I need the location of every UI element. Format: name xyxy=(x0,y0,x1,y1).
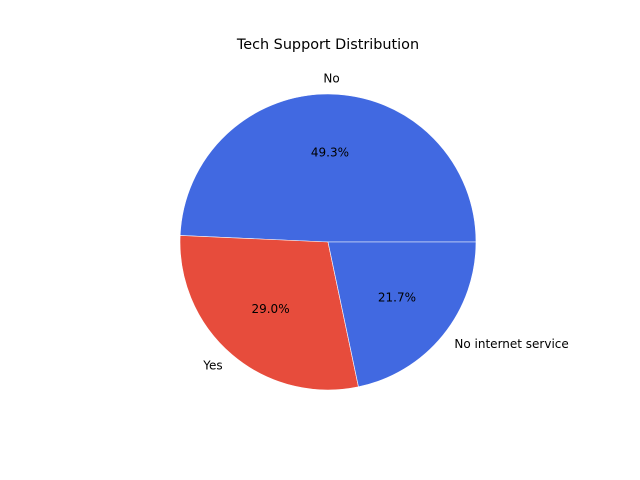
pie-slices xyxy=(179,93,477,391)
pie-slice-no-internet-service xyxy=(327,241,477,388)
pie-slice-no xyxy=(179,93,477,243)
slice-percent-no: 49.3% xyxy=(311,146,349,160)
slice-percent-no-internet-service: 21.7% xyxy=(378,290,416,304)
slice-label-yes: Yes xyxy=(202,359,222,373)
slice-label-no: No xyxy=(323,72,339,86)
chart-title: Tech Support Distribution xyxy=(236,37,419,53)
pie-labels: No 49.3% Yes 29.0% No internet service 21.7% xyxy=(202,72,569,373)
slice-percent-yes: 29.0% xyxy=(251,302,289,316)
slice-label-no-internet-service: No internet service xyxy=(454,337,568,351)
pie-slice-yes xyxy=(179,235,359,391)
